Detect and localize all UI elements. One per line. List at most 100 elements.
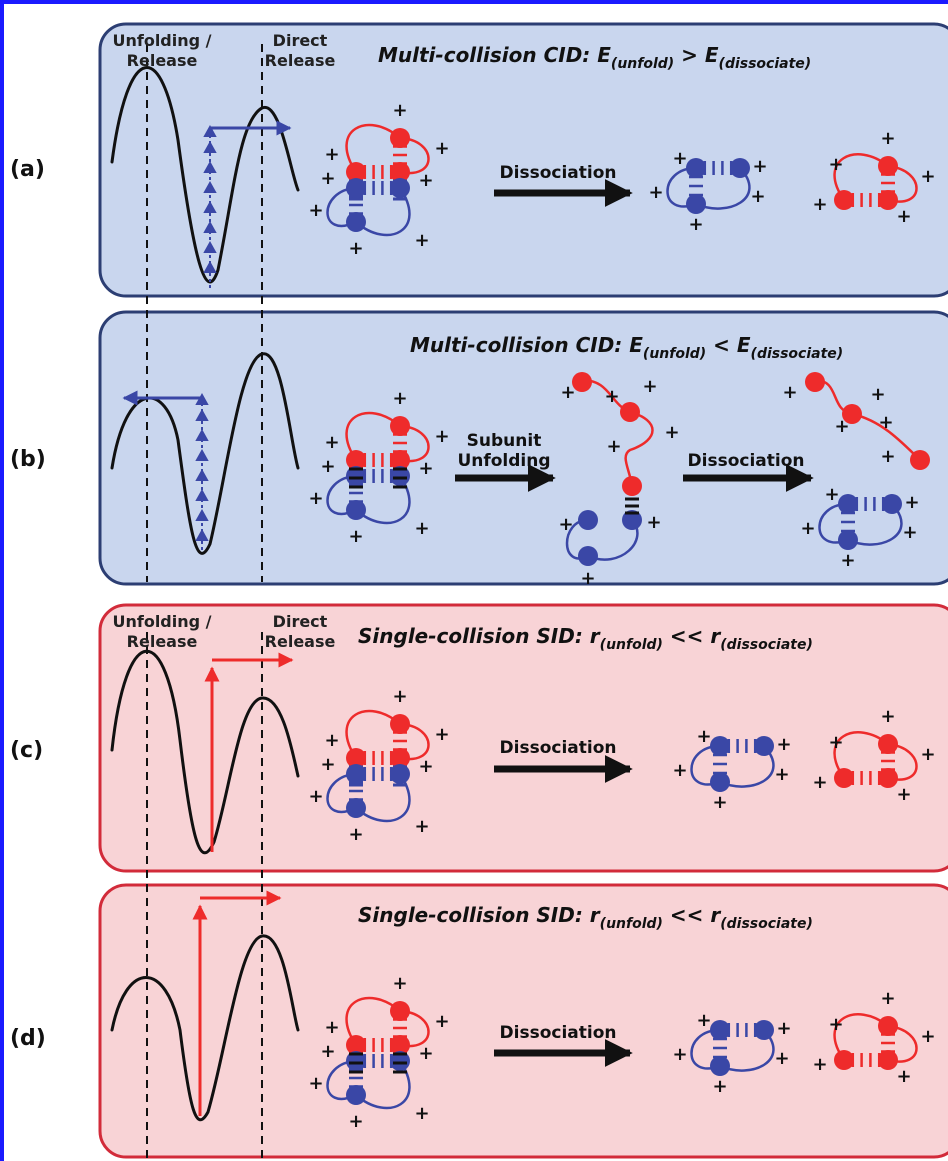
charge-plus: + [902,522,917,543]
charge-plus: + [696,1010,711,1031]
blue-residue-bead [578,546,598,566]
unfolding-label-2: Release [127,51,198,70]
red-residue-bead [878,768,898,788]
red-residue-bead [572,372,592,392]
red-residue-bead [390,748,410,768]
blue-residue-bead [390,178,410,198]
direct-label-2: Release [265,51,336,70]
blue-residue-bead [622,510,642,530]
charge-plus: + [392,100,407,121]
charge-plus: + [664,422,679,443]
unfolding-label-c2: Release [127,632,198,651]
charge-plus: + [712,1076,727,1097]
blue-residue-bead [838,530,858,550]
red-residue-bead [878,190,898,210]
charge-plus: + [392,388,407,409]
blue-residue-bead [346,798,366,818]
unfolding-label-b: Subunit Unfolding [457,431,550,471]
charge-plus: + [904,492,919,513]
red-residue-bead [390,1001,410,1021]
red-residue-bead [346,748,366,768]
charge-plus: + [308,200,323,221]
panel-b-box [98,310,948,586]
charge-plus: + [870,384,885,405]
charge-plus: + [418,170,433,191]
charge-plus: + [324,1017,339,1038]
charge-plus: + [782,382,797,403]
charge-plus: + [320,456,335,477]
panel-c-box [98,603,948,873]
blue-residue-bead [754,1020,774,1040]
dissociation-label-b: Dissociation [688,451,805,471]
blue-residue-bead [346,500,366,520]
blue-residue-bead [710,1020,730,1040]
panel-label-a: (a) [10,157,45,182]
unfolding-label-c1: Unfolding / [112,612,211,631]
energy-curve-a [110,66,300,284]
charge-plus: + [688,214,703,235]
panel-b-title: Multi-collision CID: E(unfold) < E(disso… [410,333,843,362]
charge-plus: + [414,230,429,251]
charge-plus: + [418,458,433,479]
direct-label-c1: Direct [273,612,328,631]
red-residue-bead [910,450,930,470]
charge-plus: + [896,206,911,227]
blue-residue-bead [710,1056,730,1076]
molecular-cartoons: + + + + + + + + + + + + + + + + + + + + + + + + + + + + + + + + + + + + + + + +… [308,100,935,1132]
charge-plus: + [392,686,407,707]
charge-plus: + [414,1103,429,1124]
blue-residue-bead [346,212,366,232]
direct-label-c2: Release [265,632,336,651]
header-labels-top: Unfolding / Release Direct Release [112,31,335,70]
charge-plus: + [308,786,323,807]
charge-plus: + [828,732,843,753]
blue-residue-bead [710,736,730,756]
charge-plus: + [606,436,621,457]
charge-plus: + [920,744,935,765]
charge-plus: + [880,706,895,727]
charge-plus: + [434,1011,449,1032]
charge-plus: + [880,988,895,1009]
charge-plus: + [880,128,895,149]
red-residue-bead [842,404,862,424]
charge-plus: + [920,166,935,187]
charge-plus: + [418,756,433,777]
charge-plus: + [752,156,767,177]
charge-plus: + [812,1054,827,1075]
charge-plus: + [774,1048,789,1069]
blue-residue-bead [578,510,598,530]
charge-plus: + [558,514,573,535]
red-residue-bead [346,162,366,182]
single-collision-arrow-c [204,652,294,852]
charge-plus: + [580,568,595,589]
charge-plus: + [896,1066,911,1087]
red-residue-bead [622,476,642,496]
red-residue-bead [390,450,410,470]
charge-plus: + [774,764,789,785]
red-residue-bead [834,768,854,788]
dashed-guides [146,44,263,1158]
charge-plus: + [348,1111,363,1132]
red-residue-bead [878,1016,898,1036]
charge-plus: + [348,526,363,547]
charge-plus: + [776,734,791,755]
dissociation-label-d: Dissociation [500,1023,617,1043]
panel-d-box [98,883,948,1159]
blue-residue-bead [710,772,730,792]
red-residue-bead [878,1050,898,1070]
charge-plus: + [560,382,575,403]
red-residue-bead [390,416,410,436]
red-residue-bead [346,1035,366,1055]
charge-plus: + [896,784,911,805]
red-residue-bead [620,402,640,422]
charge-plus: + [878,412,893,433]
charge-plus: + [828,1014,843,1035]
stepwise-activation-a [203,120,292,288]
charge-plus: + [434,426,449,447]
charge-plus: + [320,1041,335,1062]
red-residue-bead [390,714,410,734]
blue-residue-bead [390,466,410,486]
charge-plus: + [308,488,323,509]
